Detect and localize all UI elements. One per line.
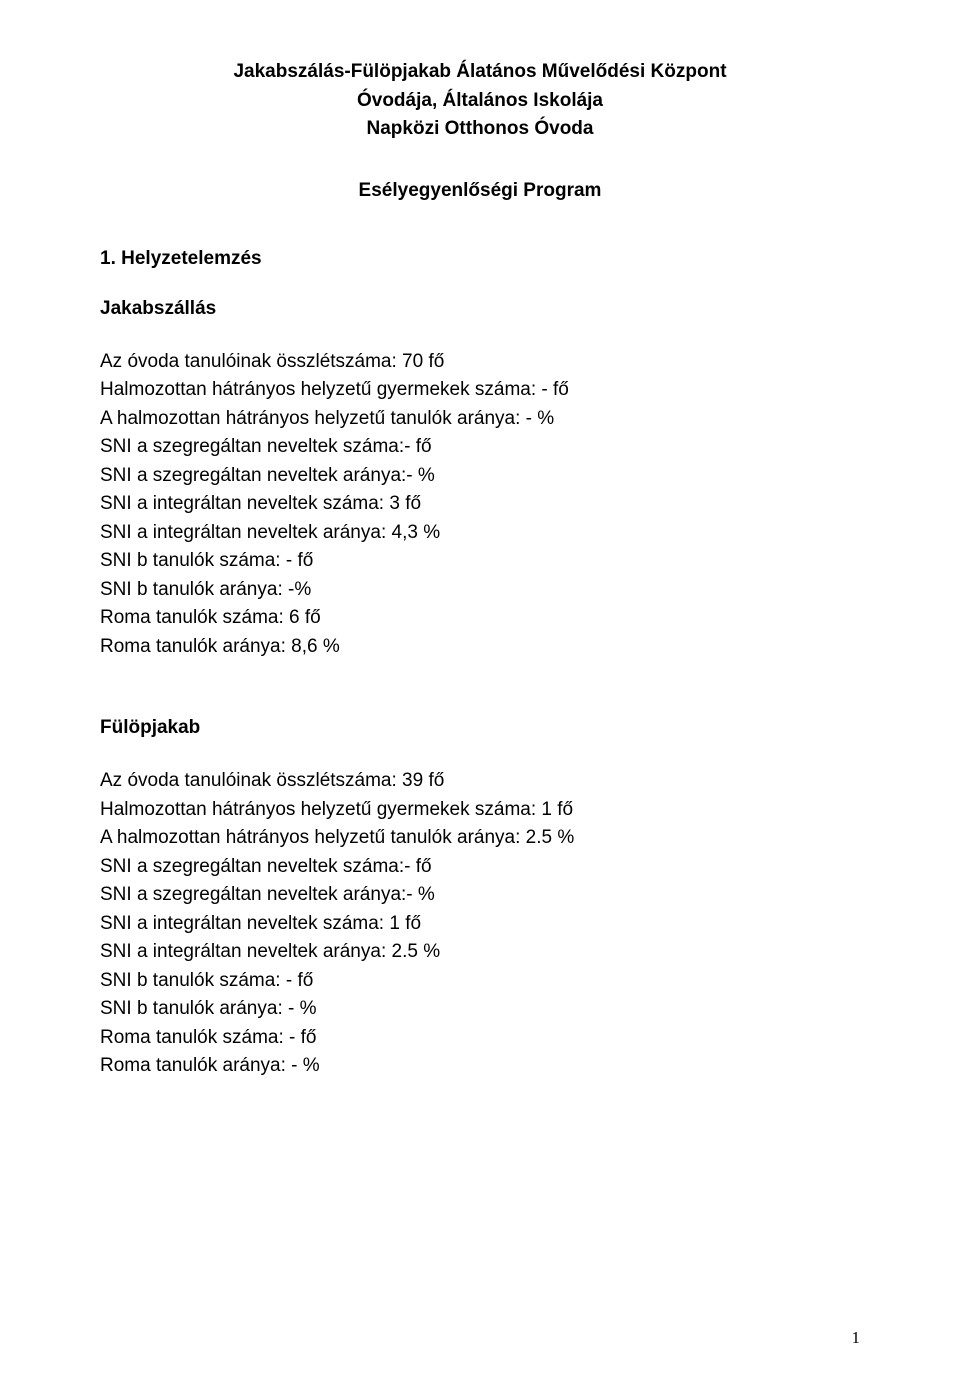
body-line: SNI a integráltan neveltek száma: 1 fő [100,910,860,939]
body-line: SNI b tanulók száma: - fő [100,547,860,576]
body-line: Roma tanulók száma: 6 fő [100,604,860,633]
fulopjakab-heading: Fülöpjakab [100,717,860,739]
body-line: Halmozottan hátrányos helyzetű gyermekek… [100,796,860,825]
jakabszallas-heading: Jakabszállás [100,298,860,320]
jakabszallas-block: Az óvoda tanulóinak összlétszáma: 70 fő … [100,348,860,662]
title-line-2: Óvodája, Általános Iskolája [100,87,860,116]
body-line: SNI b tanulók aránya: -% [100,576,860,605]
body-line: SNI a integráltan neveltek aránya: 4,3 % [100,519,860,548]
document-subtitle: Esélyegyenlőségi Program [100,180,860,202]
body-line: SNI a integráltan neveltek száma: 3 fő [100,490,860,519]
title-line-3: Napközi Otthonos Óvoda [100,115,860,144]
body-line: Roma tanulók aránya: - % [100,1052,860,1081]
body-line: SNI a szegregáltan neveltek száma:- fő [100,853,860,882]
fulopjakab-block: Az óvoda tanulóinak összlétszáma: 39 fő … [100,767,860,1081]
body-line: SNI a szegregáltan neveltek aránya:- % [100,881,860,910]
document-title-block: Jakabszálás-Fülöpjakab Álatános Művelődé… [100,58,860,144]
page-number: 1 [852,1328,861,1348]
body-line: A halmozottan hátrányos helyzetű tanulók… [100,824,860,853]
body-line: Roma tanulók aránya: 8,6 % [100,633,860,662]
body-line: A halmozottan hátrányos helyzetű tanulók… [100,405,860,434]
body-line: SNI b tanulók száma: - fő [100,967,860,996]
body-line: Halmozottan hátrányos helyzetű gyermekek… [100,376,860,405]
body-line: SNI a szegregáltan neveltek aránya:- % [100,462,860,491]
body-line: Az óvoda tanulóinak összlétszáma: 70 fő [100,348,860,377]
body-line: SNI a integráltan neveltek aránya: 2.5 % [100,938,860,967]
body-line: SNI b tanulók aránya: - % [100,995,860,1024]
section-heading: 1. Helyzetelemzés [100,248,860,270]
body-line: SNI a szegregáltan neveltek száma:- fő [100,433,860,462]
body-line: Az óvoda tanulóinak összlétszáma: 39 fő [100,767,860,796]
title-line-1: Jakabszálás-Fülöpjakab Álatános Művelődé… [100,58,860,87]
body-line: Roma tanulók száma: - fő [100,1024,860,1053]
